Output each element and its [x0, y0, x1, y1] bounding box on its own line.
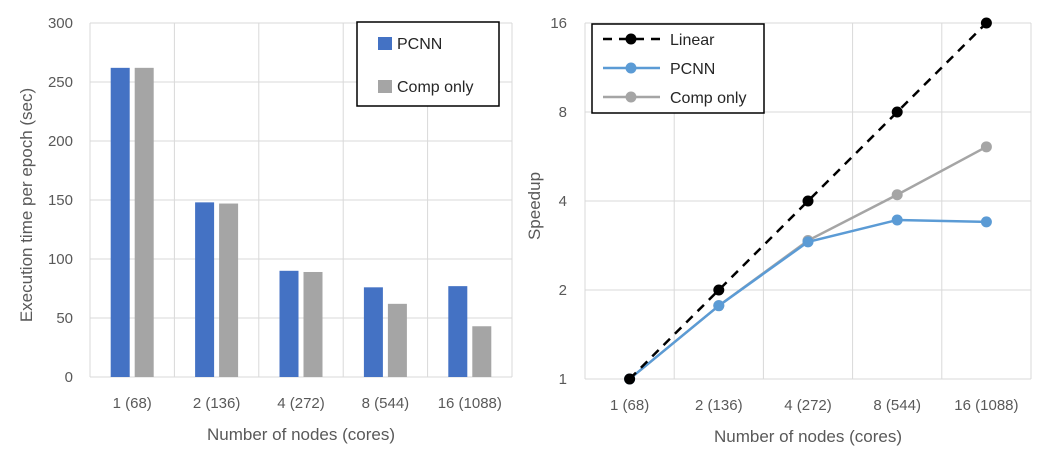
point-comp-only	[980, 141, 992, 153]
bar-pcnn	[195, 202, 215, 377]
point-linear	[713, 284, 725, 296]
bar-comp-only	[472, 326, 492, 377]
line-xtick-label: 4 (272)	[784, 397, 832, 414]
bar-legend: PCNN Comp only	[356, 21, 500, 107]
point-comp-only	[891, 189, 903, 201]
line-legend-label: Linear	[670, 32, 715, 49]
line-legend-label: Comp only	[670, 90, 746, 107]
bar-ytick-label: 250	[48, 74, 73, 91]
line-chart: 1 2 4 8 16 1 (68) 2 (136) 4 (272) 8 (544) 16 (108…	[525, 15, 1032, 446]
bar-chart: 0 50 100 150 200 250 300 1 (68) 2 (136) 4 (272) 8 …	[17, 15, 513, 444]
bar-comp-only	[387, 303, 407, 377]
bar-ytick-label: 150	[48, 192, 73, 209]
bar-legend-swatch	[378, 80, 392, 93]
line-xtick-label: 8 (544)	[873, 397, 921, 414]
point-linear	[891, 106, 903, 118]
bar-pcnn	[363, 287, 383, 377]
point-pcnn	[713, 300, 725, 312]
line-ytick-label: 8	[559, 104, 567, 121]
line-x-axis-title: Number of nodes (cores)	[714, 427, 902, 446]
bar-legend-label: PCNN	[397, 36, 442, 53]
line-legend-marker	[625, 33, 637, 45]
bar-comp-only	[303, 271, 323, 377]
line-legend-marker	[625, 91, 637, 103]
bar-y-axis-title: Execution time per epoch (sec)	[17, 88, 36, 322]
bar-comp-only	[219, 203, 239, 377]
bar-pcnn	[448, 286, 468, 377]
bar-xtick-label: 2 (136)	[193, 395, 241, 412]
line-legend-marker	[625, 62, 637, 74]
point-pcnn	[980, 216, 992, 228]
bar-pcnn	[110, 67, 130, 377]
bar-ytick-label: 50	[56, 310, 73, 327]
point-pcnn	[802, 236, 814, 248]
bar-xtick-label: 16 (1088)	[438, 395, 502, 412]
point-pcnn	[891, 214, 903, 226]
line-legend-label: PCNN	[670, 61, 715, 78]
bar-ytick-label: 100	[48, 251, 73, 268]
bar-ytick-label: 200	[48, 133, 73, 150]
line-ytick-label: 1	[559, 371, 567, 388]
line-ytick-label: 2	[559, 282, 567, 299]
line-legend: Linear PCNN Comp only	[591, 23, 765, 114]
line-series-comp-only	[628, 145, 987, 380]
bar-comp-only	[134, 67, 154, 377]
bar-legend-swatch	[378, 37, 392, 50]
bar-xtick-label: 4 (272)	[277, 395, 325, 412]
bar-ytick-label: 0	[65, 369, 73, 386]
line-ytick-label: 4	[559, 193, 567, 210]
point-linear	[802, 195, 814, 207]
line-ytick-label: 16	[550, 15, 567, 32]
line-xtick-label: 16 (1088)	[954, 397, 1018, 414]
bar-legend-label: Comp only	[397, 79, 473, 96]
bar-ytick-label: 300	[48, 15, 73, 32]
point-linear	[980, 17, 992, 29]
bar-pcnn	[279, 270, 299, 377]
line-xtick-label: 2 (136)	[695, 397, 743, 414]
line-xtick-label: 1 (68)	[610, 397, 649, 414]
point-linear	[624, 373, 636, 385]
bar-x-axis-title: Number of nodes (cores)	[207, 425, 395, 444]
bar-xtick-label: 1 (68)	[113, 395, 152, 412]
line-y-axis-title: Speedup	[525, 172, 544, 240]
line-series-linear	[628, 22, 988, 380]
bar-xtick-label: 8 (544)	[362, 395, 410, 412]
